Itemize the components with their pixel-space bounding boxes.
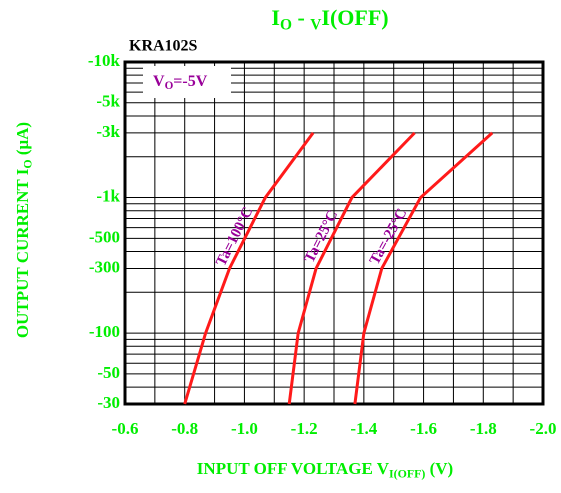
x-tick-label: -1.2	[291, 419, 318, 438]
x-tick-label: -1.0	[231, 419, 258, 438]
y-tick-label: -10k	[88, 51, 121, 70]
text-part: OUTPUT CURRENT I	[13, 168, 32, 338]
x-tick-label: -1.4	[350, 419, 377, 438]
y-tick-label: -500	[89, 227, 120, 246]
subtitle: KRA102S	[129, 38, 198, 55]
subscript: I(OFF)	[389, 466, 425, 480]
title-text: IO - VI(OFF)	[271, 5, 388, 33]
subscript: V	[310, 16, 321, 33]
x-tick-label: -0.6	[112, 419, 139, 438]
y-tick-label: -300	[89, 257, 120, 276]
y-tick-label: -100	[89, 322, 120, 341]
text-part: INPUT OFF VOLTAGE V	[197, 459, 390, 478]
x-tick-label: -0.8	[171, 419, 198, 438]
text-part: I	[271, 5, 280, 30]
curve	[183, 131, 315, 405]
y-tick-label: -50	[97, 363, 120, 382]
x-tick-label: -1.6	[410, 419, 437, 438]
subscript: O	[280, 16, 292, 33]
xlabel-text: INPUT OFF VOLTAGE VI(OFF) (V)	[197, 459, 453, 480]
text-part: -	[292, 5, 310, 30]
annotation-box	[143, 66, 231, 98]
text-part: (V)	[425, 459, 453, 478]
text-part: (μA)	[13, 122, 32, 160]
y-tick-label: -5k	[96, 92, 120, 111]
plot-frame	[123, 60, 545, 406]
x-tick-label: -1.8	[470, 419, 497, 438]
y-tick-label: -3k	[96, 122, 120, 141]
text-part: =-5V	[173, 73, 207, 90]
subscript: O	[20, 159, 34, 168]
ylabel-text: OUTPUT CURRENT IO (μA)	[13, 122, 34, 338]
annotation-text: VO=-5V	[153, 73, 208, 92]
text-part: I(OFF)	[321, 5, 388, 30]
x-tick-label: -2.0	[530, 419, 557, 438]
text-part: V	[153, 73, 165, 90]
y-tick-label: -1k	[96, 186, 120, 205]
curve	[287, 131, 416, 405]
y-tick-label: -30	[97, 393, 120, 412]
subscript: O	[165, 80, 174, 92]
curve	[353, 131, 494, 405]
